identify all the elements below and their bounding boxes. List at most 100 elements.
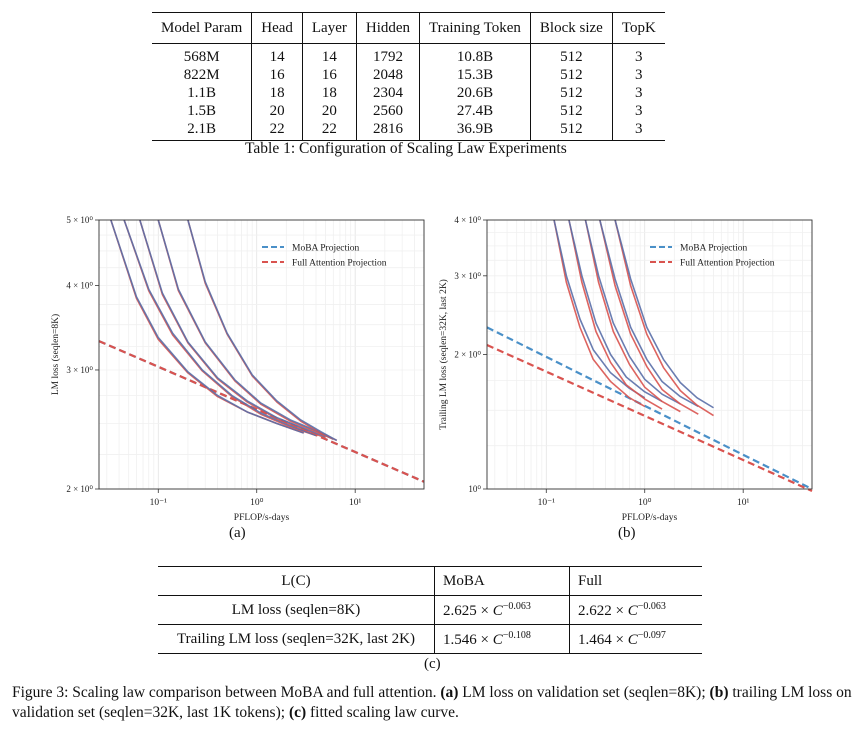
table-cell: 2048 [355, 66, 420, 84]
table-cell: 18 [301, 84, 357, 102]
table-cell: 36.9B [419, 120, 531, 141]
y-axis-label: Trailing LM loss (seqlen=32K, last 2K) [438, 279, 449, 430]
table-cell: 20.6B [419, 84, 531, 102]
table-cell: 3 [611, 120, 665, 141]
y-tick-label: 4 × 10⁰ [66, 281, 93, 291]
legend: MoBA Projection Full Attention Projection [262, 244, 387, 269]
series-line-moba [568, 219, 663, 403]
table-cell: 1792 [355, 43, 420, 66]
series-line-full [584, 219, 681, 413]
table-cell: 16 [301, 66, 357, 84]
table-cell: 2304 [355, 84, 420, 102]
figure-caption: Figure 3: Scaling law comparison between… [12, 684, 852, 721]
table-cell: 22 [251, 120, 303, 141]
x-axis-label: PFLOP/s-days [234, 513, 290, 522]
table-cell: 822M [183, 67, 220, 83]
y-tick-label: 4 × 10⁰ [454, 215, 481, 225]
fit-table-header-row: L(C) MoBA Full [158, 566, 702, 596]
config-table: Model Param Head Layer Hidden Training T… [152, 12, 665, 141]
header-block-size: Block size [529, 12, 613, 44]
table-cell: 1.5B [187, 103, 216, 119]
series-line-moba [187, 219, 338, 442]
full-formula: 1.464 × C−0.097 [569, 624, 702, 654]
series-line-moba [553, 219, 646, 399]
header-topk: TopK [611, 12, 665, 44]
header-training-token: Training Token [419, 12, 531, 44]
table-cell: 2.1B [187, 121, 216, 137]
series-line-full [568, 219, 663, 410]
x-tick-label: 10⁰ [250, 497, 264, 508]
legend: MoBA Projection Full Attention Projection [650, 244, 775, 269]
table-cell: 27.4B [419, 102, 531, 120]
table-cell: 1.1B [187, 85, 216, 101]
legend-label: MoBA Projection [680, 244, 748, 254]
grid-lines [99, 219, 425, 490]
header-hidden: Hidden [355, 12, 420, 44]
series-line-moba [139, 219, 326, 438]
series-line-moba [584, 219, 681, 405]
series-line-moba [157, 219, 334, 440]
table-cell: 512 [529, 102, 613, 120]
table-row: 568M 14 14 1792 10.8B 512 3 [152, 43, 665, 66]
panel-label-c: (c) [424, 656, 441, 672]
table-cell: 22 [301, 120, 357, 141]
projection-line [98, 340, 425, 483]
fit-table: L(C) MoBA Full LM loss (seqlen=8K) 2.625… [158, 566, 702, 654]
table-cell: 3 [611, 102, 665, 120]
table-cell: 512 [529, 66, 613, 84]
header-head: Head [251, 12, 303, 44]
legend-label: MoBA Projection [292, 244, 360, 254]
moba-formula: 1.546 × C−0.108 [434, 624, 570, 654]
series-line-moba [123, 219, 317, 437]
y-tick-label: 10⁰ [468, 484, 481, 494]
header-model-param: Model Param [152, 12, 252, 44]
table-cell: 18 [251, 84, 303, 102]
legend-label: Full Attention Projection [292, 259, 387, 269]
table-row: 1.5B 20 20 2560 27.4B 512 3 [152, 102, 665, 120]
y-axis-label: LM loss (seqlen=8K) [50, 314, 61, 395]
legend-label: Full Attention Projection [680, 259, 775, 269]
row-label: Trailing LM loss (seqlen=32K, last 2K) [177, 630, 415, 647]
series-line-full [553, 219, 646, 408]
config-table-header-row: Model Param Head Layer Hidden Training T… [152, 12, 665, 44]
projection-line [486, 344, 813, 492]
table-caption: Table 1: Configuration of Scaling Law Ex… [245, 140, 567, 157]
table-cell: 3 [611, 84, 665, 102]
table-cell: 3 [611, 66, 665, 84]
header-moba: MoBA [434, 566, 570, 596]
moba-formula: 2.625 × C−0.063 [434, 595, 570, 625]
table-cell: 14 [251, 43, 303, 66]
header-full: Full [569, 566, 702, 596]
plot-frame [98, 219, 425, 490]
y-tick-label: 2 × 10⁰ [454, 350, 481, 360]
y-tick-label: 5 × 10⁰ [66, 215, 93, 225]
table-row: Trailing LM loss (seqlen=32K, last 2K) 1… [158, 624, 702, 654]
x-tick-label: 10¹ [349, 498, 362, 508]
table-cell: 20 [301, 102, 357, 120]
table-cell: 14 [301, 43, 357, 66]
table-cell: 568M [183, 49, 220, 65]
table-row: 822M 16 16 2048 15.3B 512 3 [152, 66, 665, 84]
table-cell: 512 [529, 84, 613, 102]
table-cell: 512 [529, 120, 613, 141]
chart-b: 10⁻¹ 10⁰ 10¹ 10⁰ 2 × 10⁰ 3 × 10⁰ 4 × 10⁰ PFLOP/… [438, 215, 813, 522]
x-tick-label: 10⁰ [638, 497, 652, 508]
y-tick-label: 3 × 10⁰ [66, 365, 93, 375]
y-tick-label: 3 × 10⁰ [454, 271, 481, 281]
table-cell: 10.8B [419, 43, 531, 66]
header-layer: Layer [301, 12, 357, 44]
table-row: 2.1B 22 22 2816 36.9B 512 3 [152, 120, 665, 141]
series-line-moba [110, 219, 304, 434]
panel-label-a: (a) [229, 525, 246, 541]
table-row: 1.1B 18 18 2304 20.6B 512 3 [152, 84, 665, 102]
x-tick-label: 10¹ [737, 498, 750, 508]
table-cell: 15.3B [419, 66, 531, 84]
series-line-full [599, 219, 699, 415]
series-line-full [614, 219, 714, 417]
table-cell: 3 [611, 43, 665, 66]
table-cell: 16 [251, 66, 303, 84]
full-formula: 2.622 × C−0.063 [569, 595, 702, 625]
table-cell: 512 [529, 43, 613, 66]
panel-label-b: (b) [618, 525, 636, 541]
table-cell: 20 [251, 102, 303, 120]
